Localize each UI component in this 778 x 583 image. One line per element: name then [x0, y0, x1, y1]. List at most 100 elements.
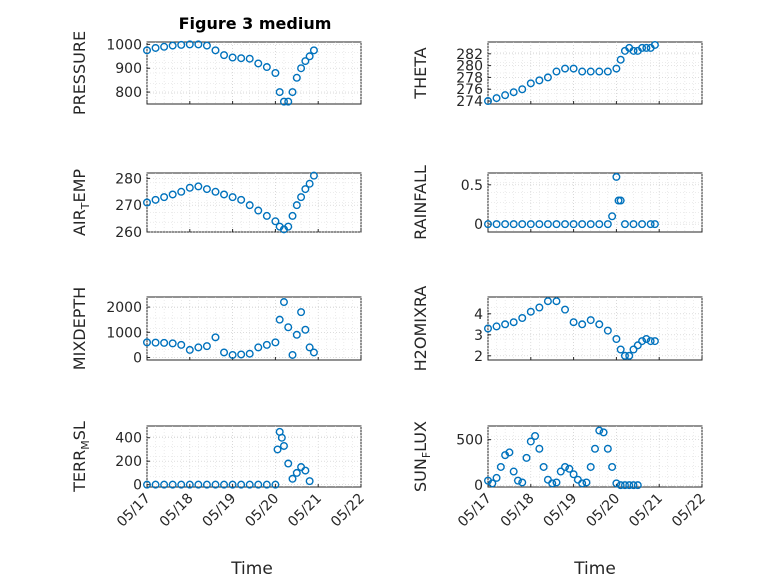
- data-point: [142, 338, 151, 347]
- data-point: [608, 212, 617, 221]
- y-tick-label: 1000: [106, 37, 142, 53]
- data-point: [297, 64, 306, 73]
- data-point: [569, 64, 578, 73]
- axes-box: [146, 425, 362, 488]
- data-point: [245, 54, 254, 63]
- data-point: [595, 426, 604, 435]
- data-point: [160, 480, 169, 489]
- data-point: [526, 437, 535, 446]
- data-point: [629, 481, 638, 490]
- x-tick-label: 05/18: [157, 491, 197, 531]
- data-point: [518, 478, 527, 487]
- y-tick-label: 2000: [106, 300, 142, 316]
- data-point: [262, 340, 271, 349]
- data-point: [638, 43, 647, 52]
- data-point: [650, 220, 659, 229]
- data-point: [220, 480, 229, 489]
- y-tick-label: 270: [115, 198, 142, 214]
- data-point: [237, 350, 246, 359]
- x-tick-label: 05/20: [242, 491, 282, 531]
- data-point: [561, 64, 570, 73]
- y-tick-label: 0: [474, 478, 483, 494]
- data-point: [561, 220, 570, 229]
- data-point: [211, 480, 220, 489]
- y-axis-label: SUNFLUX: [411, 421, 433, 492]
- y-tick-label: 0: [474, 217, 483, 233]
- data-point: [569, 318, 578, 327]
- data-point: [237, 480, 246, 489]
- data-point: [273, 445, 282, 454]
- y-tick-label: 3: [474, 328, 483, 344]
- x-tick-label: 05/21: [285, 491, 325, 531]
- data-point: [625, 481, 634, 490]
- data-point: [168, 41, 177, 50]
- axes-box: [146, 41, 362, 105]
- data-point: [284, 97, 293, 106]
- subplot-5: 0 1000 2000 MIXDEPTH: [70, 287, 362, 370]
- data-point: [271, 480, 280, 489]
- subplot-3: 260 270 280 AIRTEMP: [70, 169, 362, 241]
- data-point: [501, 91, 510, 100]
- data-point: [620, 220, 629, 229]
- data-point: [185, 40, 194, 49]
- y-tick-label: 2: [474, 349, 483, 365]
- data-point: [620, 481, 629, 490]
- data-point: [292, 201, 301, 210]
- data-point: [548, 479, 557, 488]
- data-point: [616, 196, 625, 205]
- data-point: [552, 67, 561, 76]
- data-point: [509, 318, 518, 327]
- y-tick-label: 276: [456, 82, 483, 98]
- data-point: [484, 324, 493, 333]
- data-point: [168, 480, 177, 489]
- data-point: [578, 479, 587, 488]
- data-point: [288, 88, 297, 97]
- data-point: [177, 40, 186, 49]
- y-axis-label: THETA: [411, 47, 430, 99]
- data-point: [642, 335, 651, 344]
- data-point: [650, 40, 659, 49]
- subplot-4: 0 0.5 RAINFALL: [411, 165, 703, 240]
- data-point: [539, 462, 548, 471]
- data-point: [185, 183, 194, 192]
- y-tick-label: 282: [456, 47, 483, 63]
- data-point: [612, 172, 621, 181]
- data-point: [262, 480, 271, 489]
- data-point: [284, 323, 293, 332]
- data-point: [543, 73, 552, 82]
- data-point: [185, 345, 194, 354]
- x-tick-label: 05/17: [455, 491, 495, 531]
- data-point: [569, 470, 578, 479]
- data-point: [650, 337, 659, 346]
- axes-box: [146, 296, 362, 361]
- data-point: [488, 479, 497, 488]
- y-tick-label: 0.5: [461, 178, 483, 194]
- data-point: [522, 453, 531, 462]
- x-tick-label: 05/22: [328, 491, 368, 531]
- data-point: [279, 298, 288, 307]
- data-point: [603, 326, 612, 335]
- data-point: [254, 206, 263, 215]
- data-point: [305, 52, 314, 61]
- data-point: [168, 339, 177, 348]
- y-tick-label: 200: [115, 454, 142, 470]
- data-point: [151, 43, 160, 52]
- data-point: [526, 220, 535, 229]
- y-tick-label: 280: [115, 171, 142, 187]
- data-point: [638, 337, 647, 346]
- y-tick-label: 280: [456, 59, 483, 75]
- data-point: [599, 428, 608, 437]
- data-point: [629, 345, 638, 354]
- data-point: [535, 220, 544, 229]
- data-point: [561, 305, 570, 314]
- data-point: [309, 171, 318, 180]
- data-point: [603, 67, 612, 76]
- data-point: [518, 220, 527, 229]
- subplot-1: 800 900 1000 PRESSURE: [70, 31, 362, 115]
- data-point: [543, 220, 552, 229]
- data-point: [616, 345, 625, 354]
- y-tick-label: 278: [456, 70, 483, 86]
- data-point: [151, 338, 160, 347]
- data-point: [492, 94, 501, 103]
